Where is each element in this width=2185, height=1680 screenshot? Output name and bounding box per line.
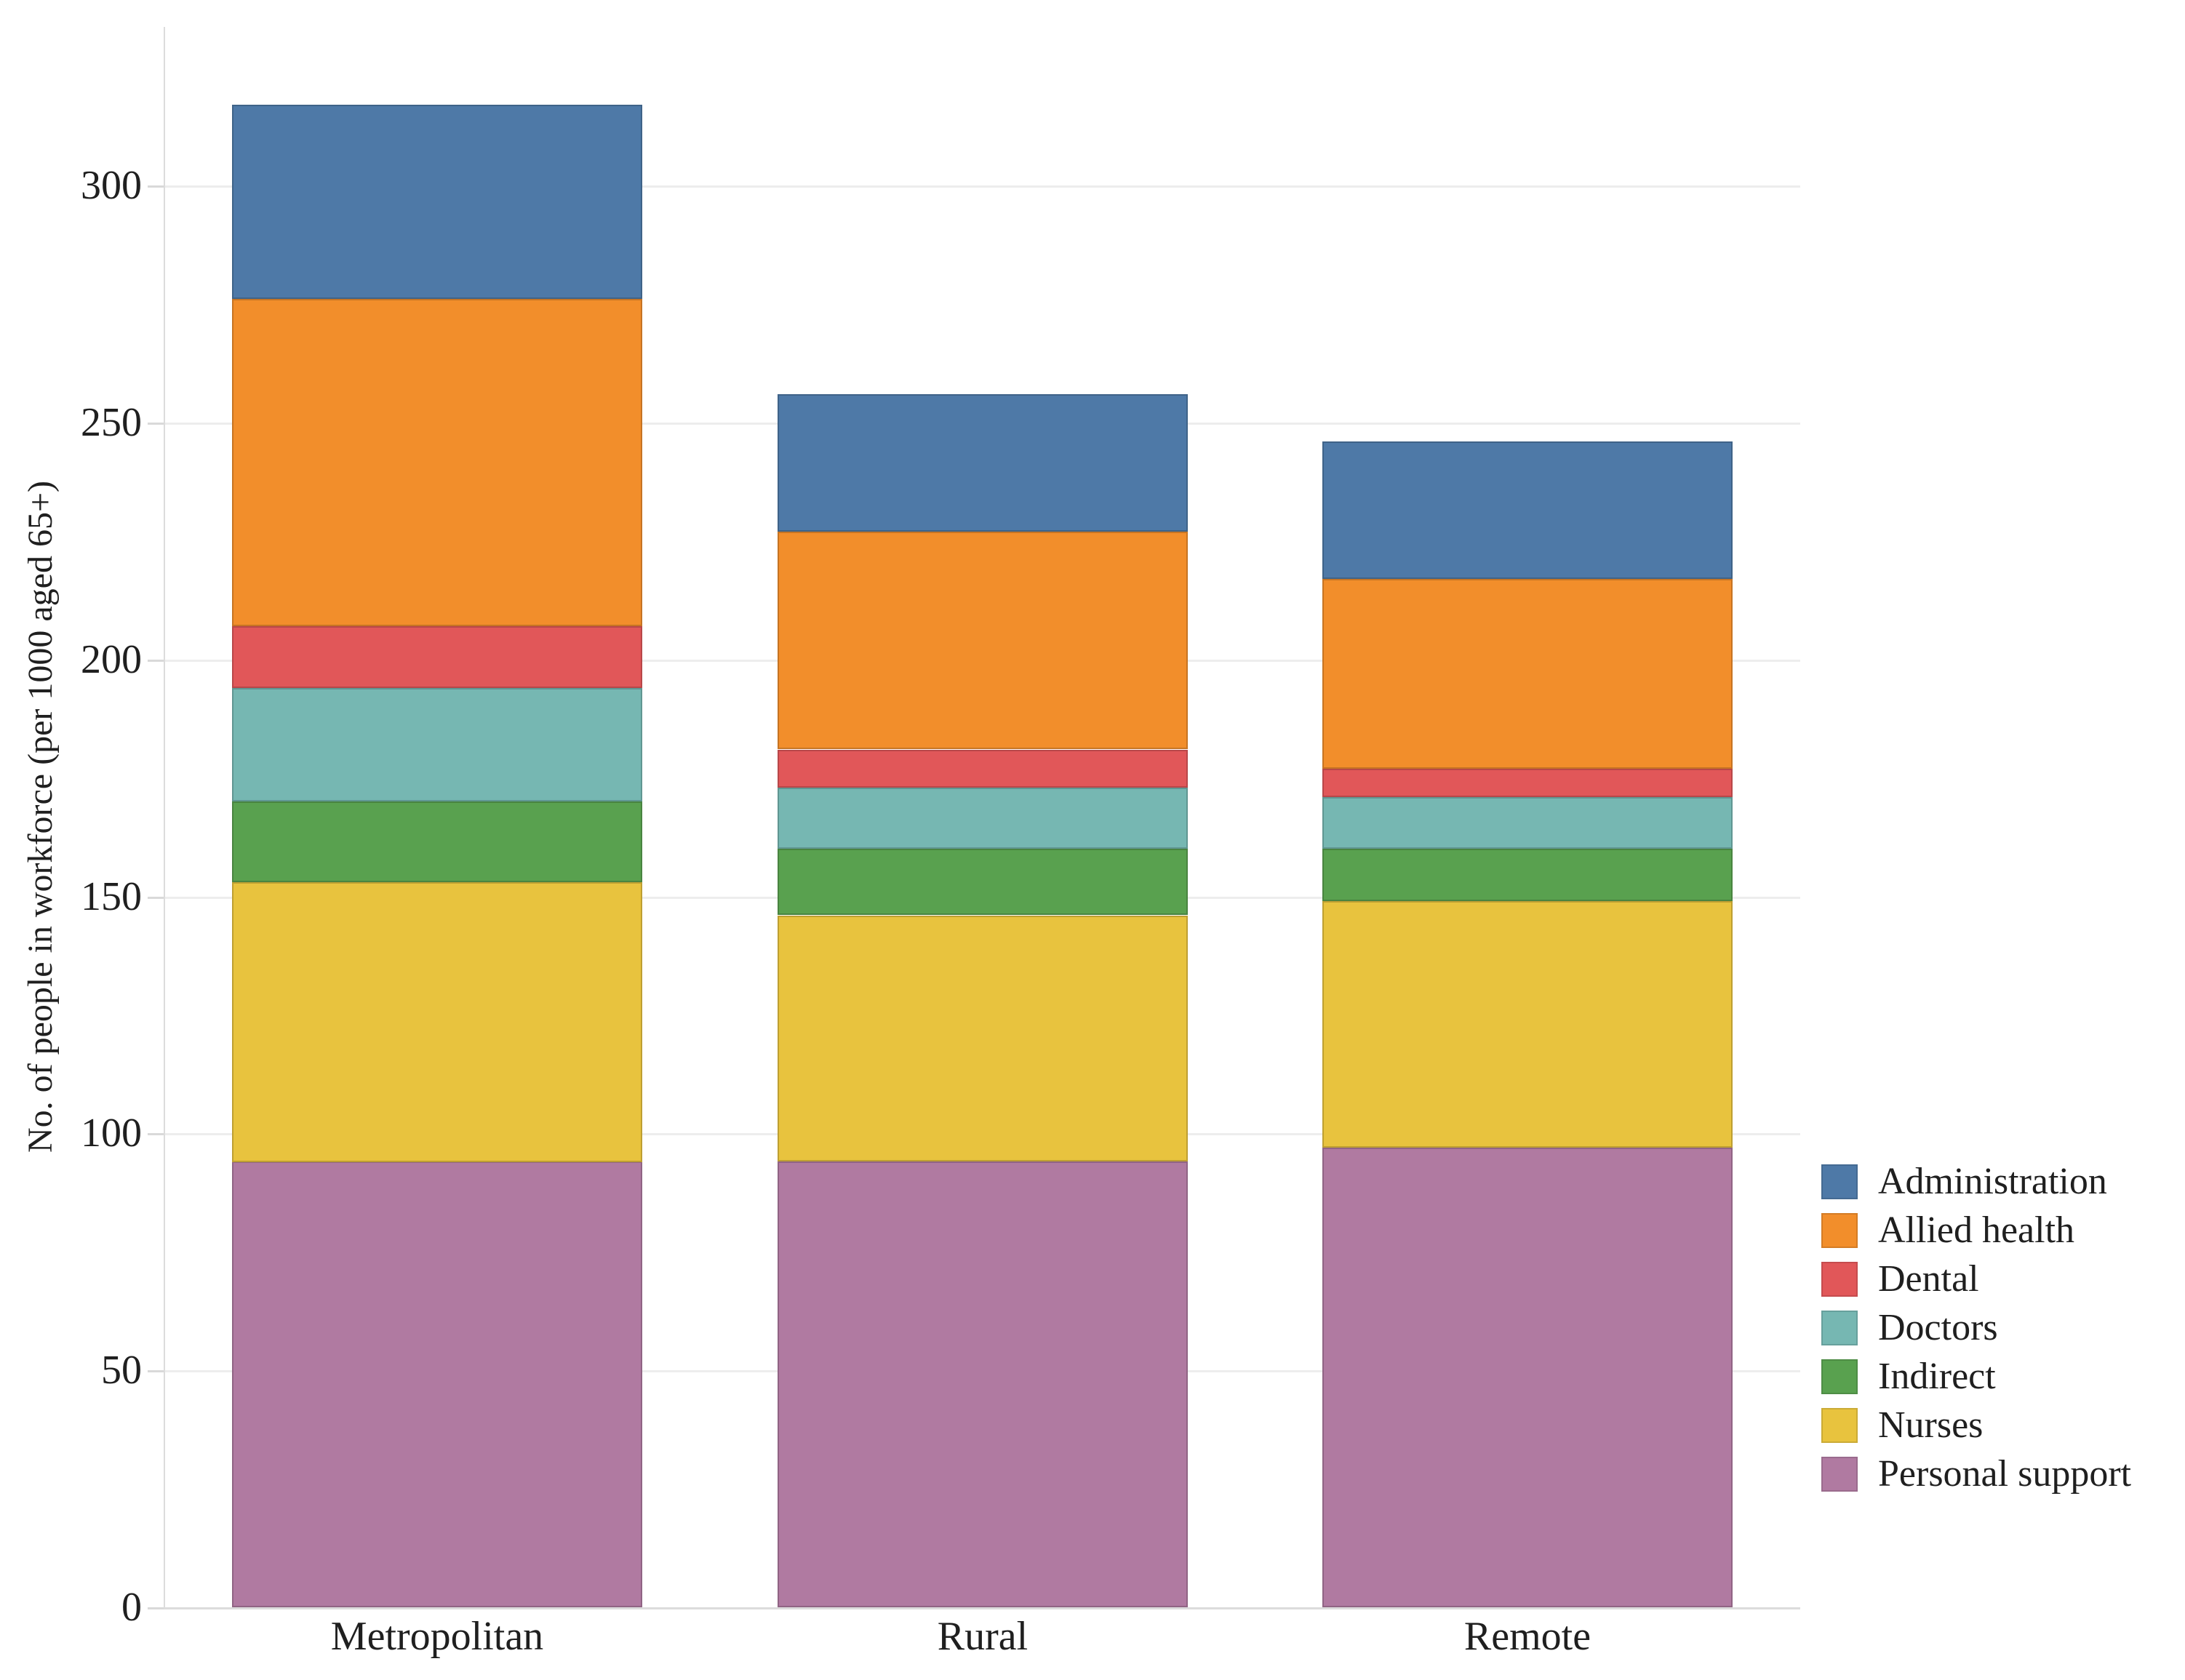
y-tick-0 bbox=[148, 1607, 164, 1609]
legend-label-personal-support: Personal support bbox=[1878, 1453, 2132, 1495]
legend-label-doctors: Doctors bbox=[1878, 1307, 1998, 1348]
legend-item-allied-health: Allied health bbox=[1821, 1209, 2131, 1251]
legend-item-administration: Administration bbox=[1821, 1161, 2131, 1202]
legend-item-dental: Dental bbox=[1821, 1258, 2131, 1300]
bar-remote-segment-personal-support bbox=[1322, 1147, 1733, 1607]
gridline-300 bbox=[164, 185, 1800, 188]
legend: Administration Allied health Dental Doctors… bbox=[1821, 1161, 2132, 1505]
bar-rural-segment-nurses bbox=[778, 915, 1188, 1162]
y-tick-label-250: 250 bbox=[81, 400, 142, 445]
y-axis-line bbox=[164, 27, 165, 1609]
y-tick-200 bbox=[148, 660, 164, 662]
x-axis-label-metropolitan: Metropolitan bbox=[330, 1614, 544, 1659]
legend-item-indirect: Indirect bbox=[1821, 1356, 2131, 1397]
legend-item-doctors: Doctors bbox=[1821, 1307, 2131, 1348]
bar-rural-segment-dental bbox=[778, 749, 1188, 788]
bar-rural-segment-doctors bbox=[778, 787, 1188, 849]
bar-rural-segment-allied-health bbox=[778, 531, 1188, 750]
x-axis-label-rural: Rural bbox=[937, 1614, 1028, 1659]
legend-label-dental: Dental bbox=[1878, 1258, 1979, 1300]
y-tick-label-100: 100 bbox=[81, 1111, 142, 1156]
y-tick-300 bbox=[148, 185, 164, 188]
x-axis-line bbox=[164, 1607, 1800, 1609]
bar-rural-segment-administration bbox=[778, 393, 1188, 532]
legend-swatch-allied-health bbox=[1821, 1213, 1858, 1248]
bar-remote-segment-dental bbox=[1322, 768, 1733, 797]
bar-metropolitan-segment-allied-health bbox=[232, 299, 642, 626]
bar-metropolitan-segment-dental bbox=[232, 626, 642, 688]
bar-remote-segment-nurses bbox=[1322, 901, 1733, 1148]
legend-item-personal-support: Personal support bbox=[1821, 1453, 2132, 1495]
bar-remote-segment-doctors bbox=[1322, 796, 1733, 849]
bar-metropolitan-segment-doctors bbox=[232, 687, 642, 802]
legend-label-administration: Administration bbox=[1878, 1161, 2107, 1202]
bar-metropolitan-segment-indirect bbox=[232, 801, 642, 882]
bar-metropolitan-segment-administration bbox=[232, 105, 642, 300]
bar-remote-segment-administration bbox=[1322, 441, 1733, 579]
y-tick-label-300: 300 bbox=[81, 163, 142, 208]
legend-swatch-indirect bbox=[1821, 1359, 1858, 1394]
y-tick-150 bbox=[148, 897, 164, 899]
bar-metropolitan-segment-personal-support bbox=[232, 1161, 642, 1607]
legend-swatch-personal-support bbox=[1821, 1457, 1858, 1492]
bar-remote-segment-indirect bbox=[1322, 849, 1733, 901]
y-tick-label-200: 200 bbox=[81, 637, 142, 682]
legend-label-allied-health: Allied health bbox=[1878, 1209, 2075, 1251]
x-axis-label-remote: Remote bbox=[1463, 1614, 1591, 1659]
bar-rural-segment-indirect bbox=[778, 849, 1188, 916]
y-tick-50 bbox=[148, 1370, 164, 1372]
y-tick-label-150: 150 bbox=[81, 874, 142, 919]
legend-item-nurses: Nurses bbox=[1821, 1404, 2131, 1446]
legend-swatch-dental bbox=[1821, 1262, 1858, 1297]
bar-metropolitan-segment-nurses bbox=[232, 882, 642, 1162]
y-tick-label-50: 50 bbox=[101, 1348, 142, 1393]
y-tick-250 bbox=[148, 423, 164, 425]
bar-rural-segment-personal-support bbox=[778, 1161, 1188, 1607]
legend-swatch-nurses bbox=[1821, 1408, 1858, 1443]
legend-label-indirect: Indirect bbox=[1878, 1356, 1996, 1397]
bar-remote-segment-allied-health bbox=[1322, 578, 1733, 769]
legend-swatch-doctors bbox=[1821, 1311, 1858, 1345]
legend-label-nurses: Nurses bbox=[1878, 1404, 1984, 1446]
legend-swatch-administration bbox=[1821, 1164, 1858, 1199]
y-tick-100 bbox=[148, 1133, 164, 1135]
y-tick-label-0: 0 bbox=[121, 1585, 142, 1630]
